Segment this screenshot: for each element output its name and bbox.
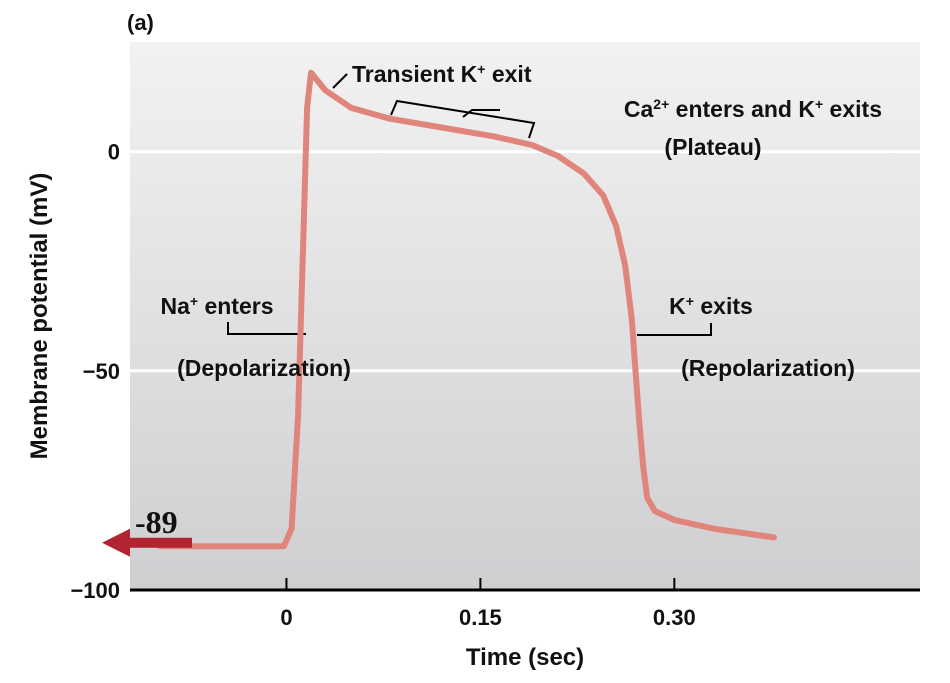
plot-background xyxy=(130,42,920,590)
x-axis-label: Time (sec) xyxy=(466,644,584,671)
depolarization-bracket xyxy=(227,322,306,335)
resting-potential-label: -89 xyxy=(135,504,178,540)
annotation-text: (Repolarization) xyxy=(681,355,855,381)
y-tick-label: −50 xyxy=(83,359,120,384)
repolarization-bracket xyxy=(637,323,712,336)
superscript: + xyxy=(477,61,485,77)
y-tick-label: −100 xyxy=(70,578,120,603)
annotation-text: Ca xyxy=(624,96,654,122)
transient-bracket xyxy=(332,73,348,89)
superscript: + xyxy=(190,293,198,309)
annotation-text: enters and K xyxy=(669,96,815,122)
superscript: + xyxy=(815,96,823,112)
y-tick-label: 0 xyxy=(108,140,120,165)
annotation-text: Transient K xyxy=(352,61,478,87)
x-tick-label: 0 xyxy=(280,605,292,630)
annotation-text: enters xyxy=(198,293,273,319)
resting-potential-arrow-head xyxy=(102,528,130,557)
superscript: 2+ xyxy=(653,96,669,112)
plateau-annotation: Ca2+ enters and K+ exits xyxy=(624,96,882,122)
annotation-text: (Plateau) xyxy=(664,134,761,160)
panel-label: (a) xyxy=(127,10,154,35)
annotation-text: (Depolarization) xyxy=(177,355,351,381)
repolarization-annotation: K+ exits xyxy=(669,293,753,319)
x-tick-label: 0.15 xyxy=(459,605,502,630)
resting-potential-arrow-shaft xyxy=(128,537,192,548)
x-tick-label: 0.30 xyxy=(653,605,696,630)
repolarization-annotation: (Repolarization) xyxy=(681,355,855,381)
membrane-potential-line xyxy=(156,69,777,550)
transient-k-exit-annotation: Transient K+ exit xyxy=(352,61,532,87)
annotation-text: Na xyxy=(160,293,190,319)
depolarization-annotation: (Depolarization) xyxy=(177,355,351,381)
plateau-bracket xyxy=(390,99,536,139)
depolarization-annotation: Na+ enters xyxy=(160,293,273,319)
annotation-text: K xyxy=(669,293,686,319)
superscript: + xyxy=(686,293,694,309)
annotation-text: exits xyxy=(694,293,753,319)
y-axis-label: Membrane potential (mV) xyxy=(26,173,53,460)
annotation-text: exit xyxy=(485,61,531,87)
annotation-text: exits xyxy=(823,96,882,122)
plateau-annotation: (Plateau) xyxy=(664,134,761,160)
